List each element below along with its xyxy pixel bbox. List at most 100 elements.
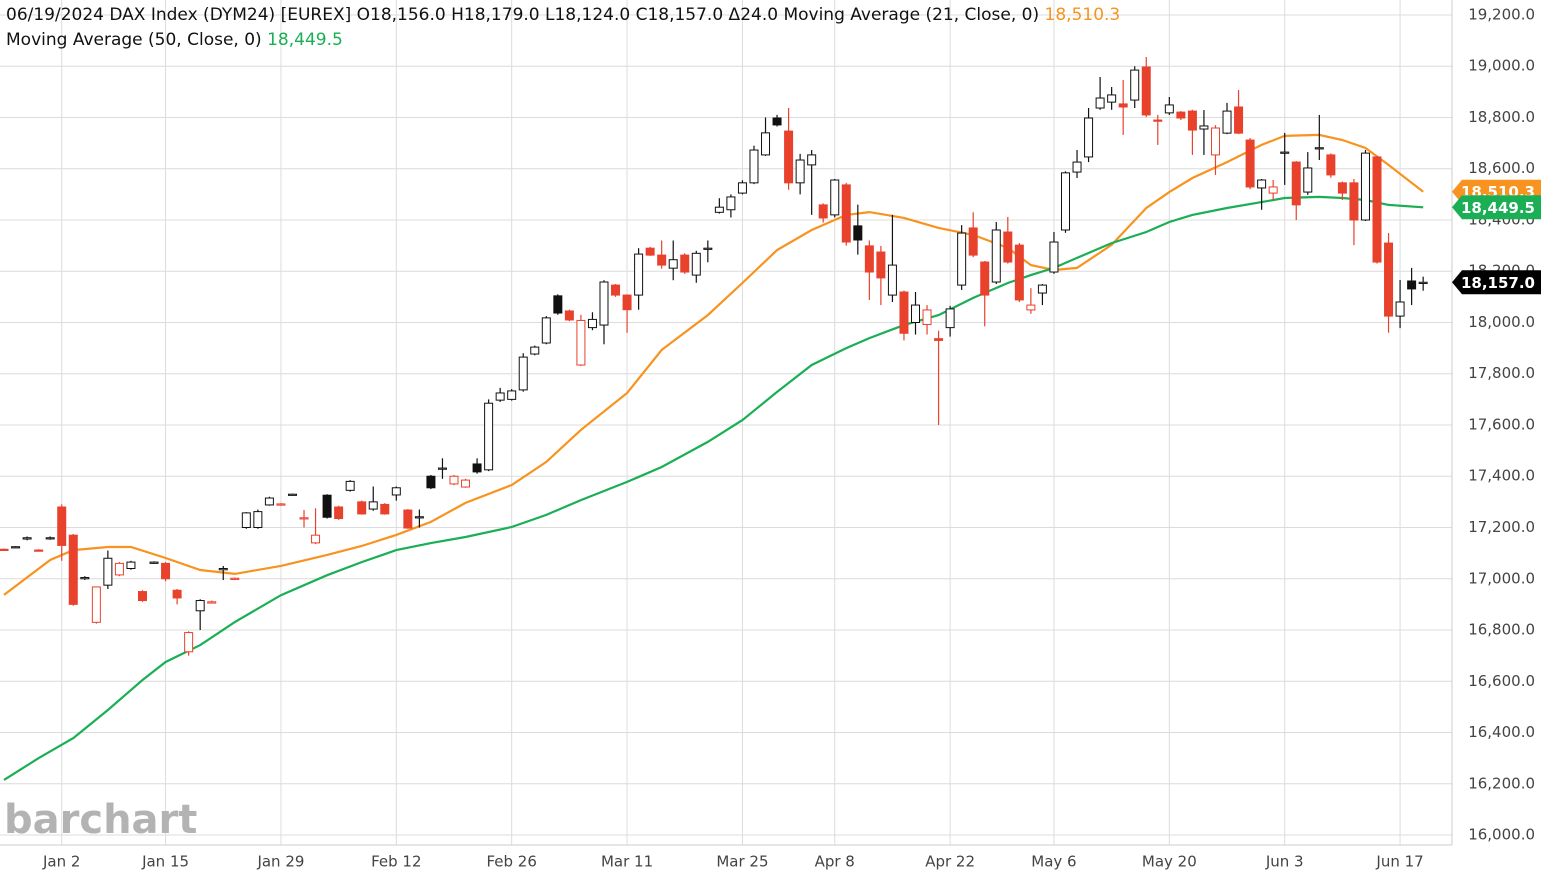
candle-body bbox=[207, 601, 217, 604]
candle-body bbox=[784, 130, 794, 184]
candle-body bbox=[911, 304, 921, 323]
header-line-1: 06/19/2024 DAX Index (DYM24) [EUREX] O18… bbox=[6, 5, 1120, 25]
candle-body bbox=[1384, 242, 1394, 317]
candle-body bbox=[1164, 104, 1174, 114]
candle-body bbox=[761, 132, 771, 156]
y-tick-label: 19,200.0 bbox=[1468, 5, 1535, 23]
y-tick-label: 17,200.0 bbox=[1468, 518, 1535, 536]
x-tick-label: Jan 2 bbox=[42, 853, 80, 871]
candle-body bbox=[45, 537, 55, 540]
candle-body bbox=[91, 586, 101, 623]
candle-body bbox=[934, 338, 944, 341]
price-tag-last: 18,157.0 bbox=[1452, 270, 1541, 295]
candle-body bbox=[980, 261, 990, 296]
candle-body bbox=[622, 294, 632, 311]
candle-body bbox=[68, 534, 78, 605]
candle-body bbox=[726, 196, 736, 211]
x-tick-label: Apr 22 bbox=[925, 853, 975, 871]
candle-body bbox=[518, 356, 528, 391]
x-tick-label: May 20 bbox=[1142, 853, 1197, 871]
candle-body bbox=[645, 247, 655, 256]
header-line-2: Moving Average (50, Close, 0) 18,449.5 bbox=[6, 30, 343, 50]
candle-body bbox=[657, 254, 667, 266]
candle-body bbox=[126, 561, 136, 570]
candle-body bbox=[691, 252, 701, 276]
candle-body bbox=[1118, 103, 1128, 108]
candle-body bbox=[1326, 154, 1336, 176]
candle-body bbox=[1349, 182, 1359, 221]
candle-body bbox=[957, 232, 967, 286]
moving-average-line bbox=[3, 133, 1424, 596]
candle-body bbox=[1395, 301, 1405, 317]
candle-body bbox=[587, 318, 597, 329]
candle-body bbox=[345, 480, 355, 491]
x-tick-label: Mar 25 bbox=[716, 853, 768, 871]
candle-body bbox=[287, 493, 297, 496]
candle-body bbox=[1360, 152, 1370, 221]
candle-body bbox=[1303, 167, 1313, 193]
candle-body bbox=[1107, 94, 1117, 103]
candle-body bbox=[0, 548, 9, 551]
plot bbox=[0, 57, 1428, 781]
candle-body bbox=[1049, 241, 1059, 273]
candle-body bbox=[1095, 97, 1105, 109]
candle-body bbox=[1234, 106, 1244, 134]
candle-body bbox=[137, 591, 147, 602]
candle-body bbox=[599, 281, 609, 326]
candle-body bbox=[1130, 69, 1140, 101]
candle-body bbox=[772, 117, 782, 126]
candle-body bbox=[299, 517, 309, 520]
title: 06/19/2024 DAX Index (DYM24) [EUREX] O18… bbox=[6, 5, 778, 25]
candle-body bbox=[253, 511, 263, 529]
candle-body bbox=[853, 225, 863, 241]
x-tick-label: Jun 3 bbox=[1265, 853, 1304, 871]
candle-body bbox=[172, 589, 182, 599]
candle-body bbox=[830, 179, 840, 216]
candle-body bbox=[634, 253, 644, 296]
candle-body bbox=[1037, 284, 1047, 294]
candle-body bbox=[437, 467, 447, 470]
candle-body bbox=[449, 475, 459, 485]
candle-body bbox=[576, 319, 586, 366]
candle-body bbox=[1176, 111, 1186, 119]
candle-body bbox=[899, 291, 909, 334]
price-tag-label: 18,157.0 bbox=[1461, 274, 1535, 292]
candle-body bbox=[380, 503, 390, 515]
x-tick-label: Apr 8 bbox=[815, 853, 855, 871]
candle-body bbox=[149, 561, 159, 564]
y-tick-label: 18,800.0 bbox=[1468, 108, 1535, 126]
candle-body bbox=[1222, 110, 1232, 134]
candle-body bbox=[1014, 244, 1024, 301]
candle-body bbox=[1407, 280, 1417, 290]
candle-body bbox=[114, 562, 124, 576]
candle-body bbox=[1257, 179, 1267, 189]
candle-body bbox=[34, 549, 44, 552]
candle-body bbox=[1199, 125, 1209, 130]
candle-body bbox=[507, 390, 517, 400]
candle-body bbox=[391, 487, 401, 496]
candle-body bbox=[841, 184, 851, 243]
price-tag-label: 18,449.5 bbox=[1461, 199, 1535, 217]
candle-body bbox=[241, 512, 251, 529]
y-tick-label: 17,600.0 bbox=[1468, 415, 1535, 433]
y-tick-label: 17,800.0 bbox=[1468, 364, 1535, 382]
candle-body bbox=[1268, 186, 1278, 194]
candle-body bbox=[945, 308, 955, 329]
candle-body bbox=[322, 494, 332, 518]
price-tag-ma: 18,449.5 bbox=[1452, 195, 1541, 220]
y-tick-label: 16,000.0 bbox=[1468, 826, 1535, 844]
candle-body bbox=[368, 501, 378, 510]
candle-body bbox=[1003, 231, 1013, 263]
candle-body bbox=[1337, 182, 1347, 194]
candle-body bbox=[807, 154, 817, 166]
candle-body bbox=[184, 632, 194, 653]
candle-body bbox=[968, 227, 978, 256]
price-tag-box bbox=[1452, 195, 1541, 220]
candle-body bbox=[1280, 151, 1290, 154]
candle-body bbox=[680, 254, 690, 273]
candle-body bbox=[57, 506, 67, 546]
candle-body bbox=[611, 284, 621, 296]
candle-body bbox=[1026, 304, 1036, 311]
candle-body bbox=[426, 475, 436, 489]
